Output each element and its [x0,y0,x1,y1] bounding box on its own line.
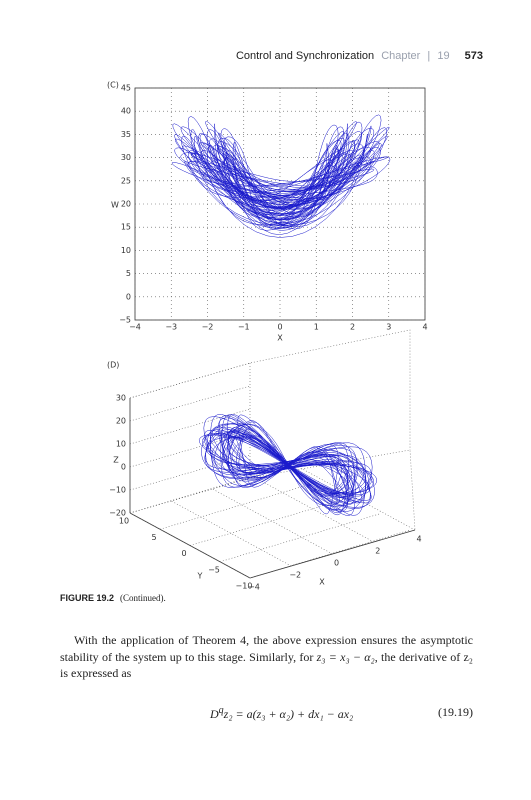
x-tick-label: 4 [422,323,427,332]
figures: (C) W X −4 −3 −2 −1 0 1 2 3 4−505101520253035404… [107,81,428,592]
y-tick-label: 0 [181,549,186,558]
paragraph: With the application of Theorem 4, the a… [60,632,473,682]
panel-label: (C) [107,81,119,90]
caption-label: FIGURE 19.2 [60,593,115,603]
x-tick-label: −2 [289,571,301,580]
tick [189,497,351,546]
trajectory [171,114,391,238]
tick [249,529,411,579]
y-tick-label: 0 [126,292,131,301]
math: z₃ = x₃ − α₂ [316,649,375,664]
y-tick-label: −5 [208,565,220,574]
chapter: Chapter [381,50,421,62]
box-back [129,329,416,531]
panel-label: (D) [107,361,119,370]
box-axes [129,398,416,579]
z-tick-label: −10 [109,486,126,495]
running-title: Control and Synchronization [235,50,375,62]
chapter-number: 19 [437,50,450,62]
y-axis-label: Y [197,572,203,581]
order: q [218,705,224,716]
y-tick-label: 25 [121,176,131,185]
operator: D [210,707,219,721]
x-tick-label: −1 [238,323,250,332]
x-tick-label: −4 [129,323,141,332]
x-tick-label: 0 [334,559,339,568]
x-axis-label: X [277,334,283,343]
x-axis-label: X [319,578,325,587]
y-tick-label: 5 [151,533,156,542]
equation-body: Dqz₂ = a(z₃ + α₂) + dx₁ − ax₂ [210,705,353,722]
text: , the derivative of z₂ is expressed as [60,649,473,681]
x-tick-label: −3 [165,323,177,332]
y-tick-label: 15 [121,223,131,232]
tick [129,362,251,399]
separator: | [427,50,431,62]
tick [129,385,251,422]
back-edge [129,329,411,450]
figure-c: (C) W X −4 −3 −2 −1 0 1 2 3 4 −5 0 5 10 15 20 25 30 35 40 4… [107,81,428,343]
y-tick-label: 40 [121,107,131,116]
text: With the application of Theorem 4, the a… [60,633,473,664]
caption-text: (Continued). [120,593,166,603]
x-tick-label: 1 [314,323,319,332]
tick [219,513,381,563]
tick [129,408,251,445]
y-tick-label: −10 [236,582,253,591]
trajectory [198,414,378,516]
z-axis-label: Z [113,456,119,465]
x-tick-label: 3 [386,323,391,332]
y-tick-label: −5 [119,316,131,325]
z-tick-label: 10 [116,440,126,449]
tick [159,480,321,530]
tick [253,476,374,543]
y-tick-label: 5 [126,269,131,278]
x-tick-label: −2 [202,323,214,332]
y-tick-label: 35 [121,130,131,139]
x-tick-label: 2 [350,323,355,332]
equation-number: (19.19) [438,705,473,719]
x-tick-label: 4 [416,535,421,544]
x-tick-label: −4 [248,583,260,592]
page-number: 573 [464,50,483,62]
x-tick-label: 2 [375,547,380,556]
z-tick-label: 20 [116,417,126,426]
tick [129,464,291,514]
tick [171,500,292,567]
y-tick-label: 10 [121,246,131,255]
y-tick-label: 30 [121,153,131,162]
x-tick-label: 0 [277,323,282,332]
expression: z₂ = a(z₃ + α₂) + dx₁ − ax₂ [223,707,354,721]
z-tick-label: −20 [109,509,126,518]
y-tick-label: 20 [121,200,131,209]
z-tick-label: 30 [116,394,126,403]
running-header: Control and Synchronization Chapter | 19… [236,50,483,62]
back-edge [129,449,416,531]
y-tick-label: 45 [121,84,131,93]
z-tick-label: 0 [121,463,126,472]
y-tick-label: 10 [119,517,129,526]
figure-caption: FIGURE 19.2 (Continued). [60,593,166,603]
y-axis-label: W [111,201,119,210]
